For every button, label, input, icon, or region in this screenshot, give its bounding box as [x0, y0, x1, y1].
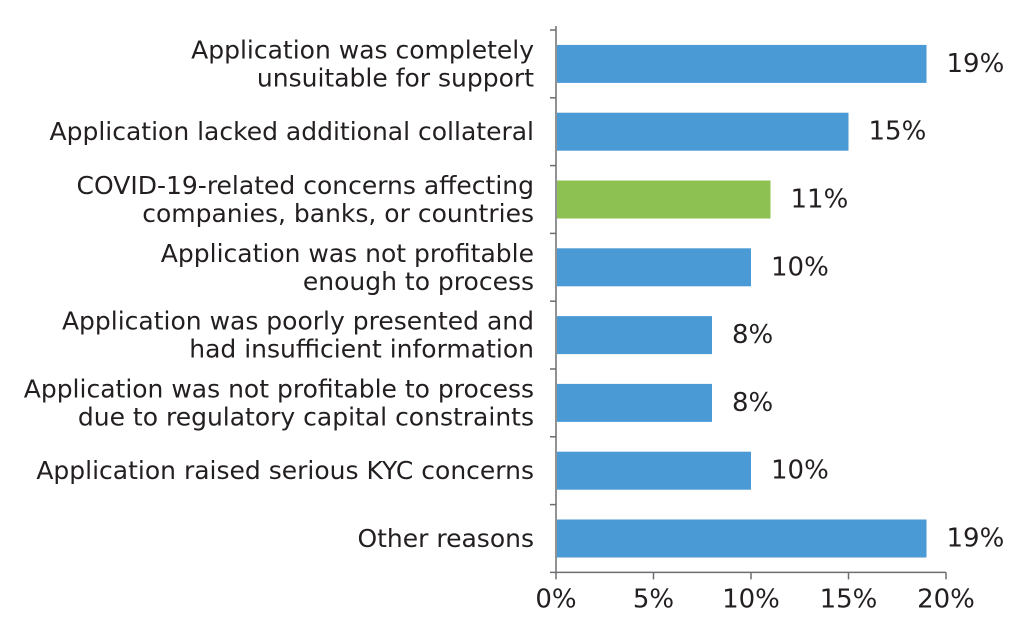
category-label: had insufficient information — [189, 335, 534, 364]
bar — [557, 180, 771, 219]
bars-layer — [557, 44, 927, 558]
data-label: 10% — [771, 252, 829, 282]
category-label: COVID-19-related concerns affecting — [77, 171, 534, 200]
x-tick-label: 5% — [633, 584, 674, 614]
axes: 0% 5% 10% 15% 20% — [535, 26, 975, 614]
category-label: unsuitable for support — [257, 63, 534, 92]
category-label: due to regulatory capital constraints — [78, 402, 534, 431]
bar — [557, 316, 712, 355]
data-labels: 19% 15% 11% 10% 8% 8% 10% 19% — [732, 49, 1004, 554]
data-label: 8% — [732, 320, 773, 350]
category-label: enough to process — [303, 267, 534, 296]
bar — [557, 519, 927, 558]
bar — [557, 112, 849, 151]
bar — [557, 383, 712, 422]
category-label: Other reasons — [357, 524, 534, 553]
x-tick-label: 20% — [917, 584, 975, 614]
data-label: 11% — [791, 185, 849, 215]
data-label: 10% — [771, 456, 829, 486]
category-label: Application raised serious KYC concerns — [36, 456, 534, 485]
bar — [557, 451, 751, 490]
data-label: 15% — [869, 117, 927, 147]
x-tick-label: 15% — [820, 584, 878, 614]
category-label: Application was poorly presented and — [62, 307, 534, 336]
x-tick-label: 0% — [535, 584, 576, 614]
category-label: Application lacked additional collateral — [49, 117, 534, 146]
category-label: Application was not profitable — [161, 239, 534, 268]
category-label: companies, banks, or countries — [142, 199, 534, 228]
data-label: 19% — [947, 524, 1005, 554]
x-tick-label: 10% — [722, 584, 780, 614]
category-label: Application was not profitable to proces… — [24, 374, 534, 403]
category-label: Application was completely — [191, 35, 534, 64]
data-label: 8% — [732, 388, 773, 418]
data-label: 19% — [947, 49, 1005, 79]
bar — [557, 44, 927, 83]
bar — [557, 248, 751, 287]
